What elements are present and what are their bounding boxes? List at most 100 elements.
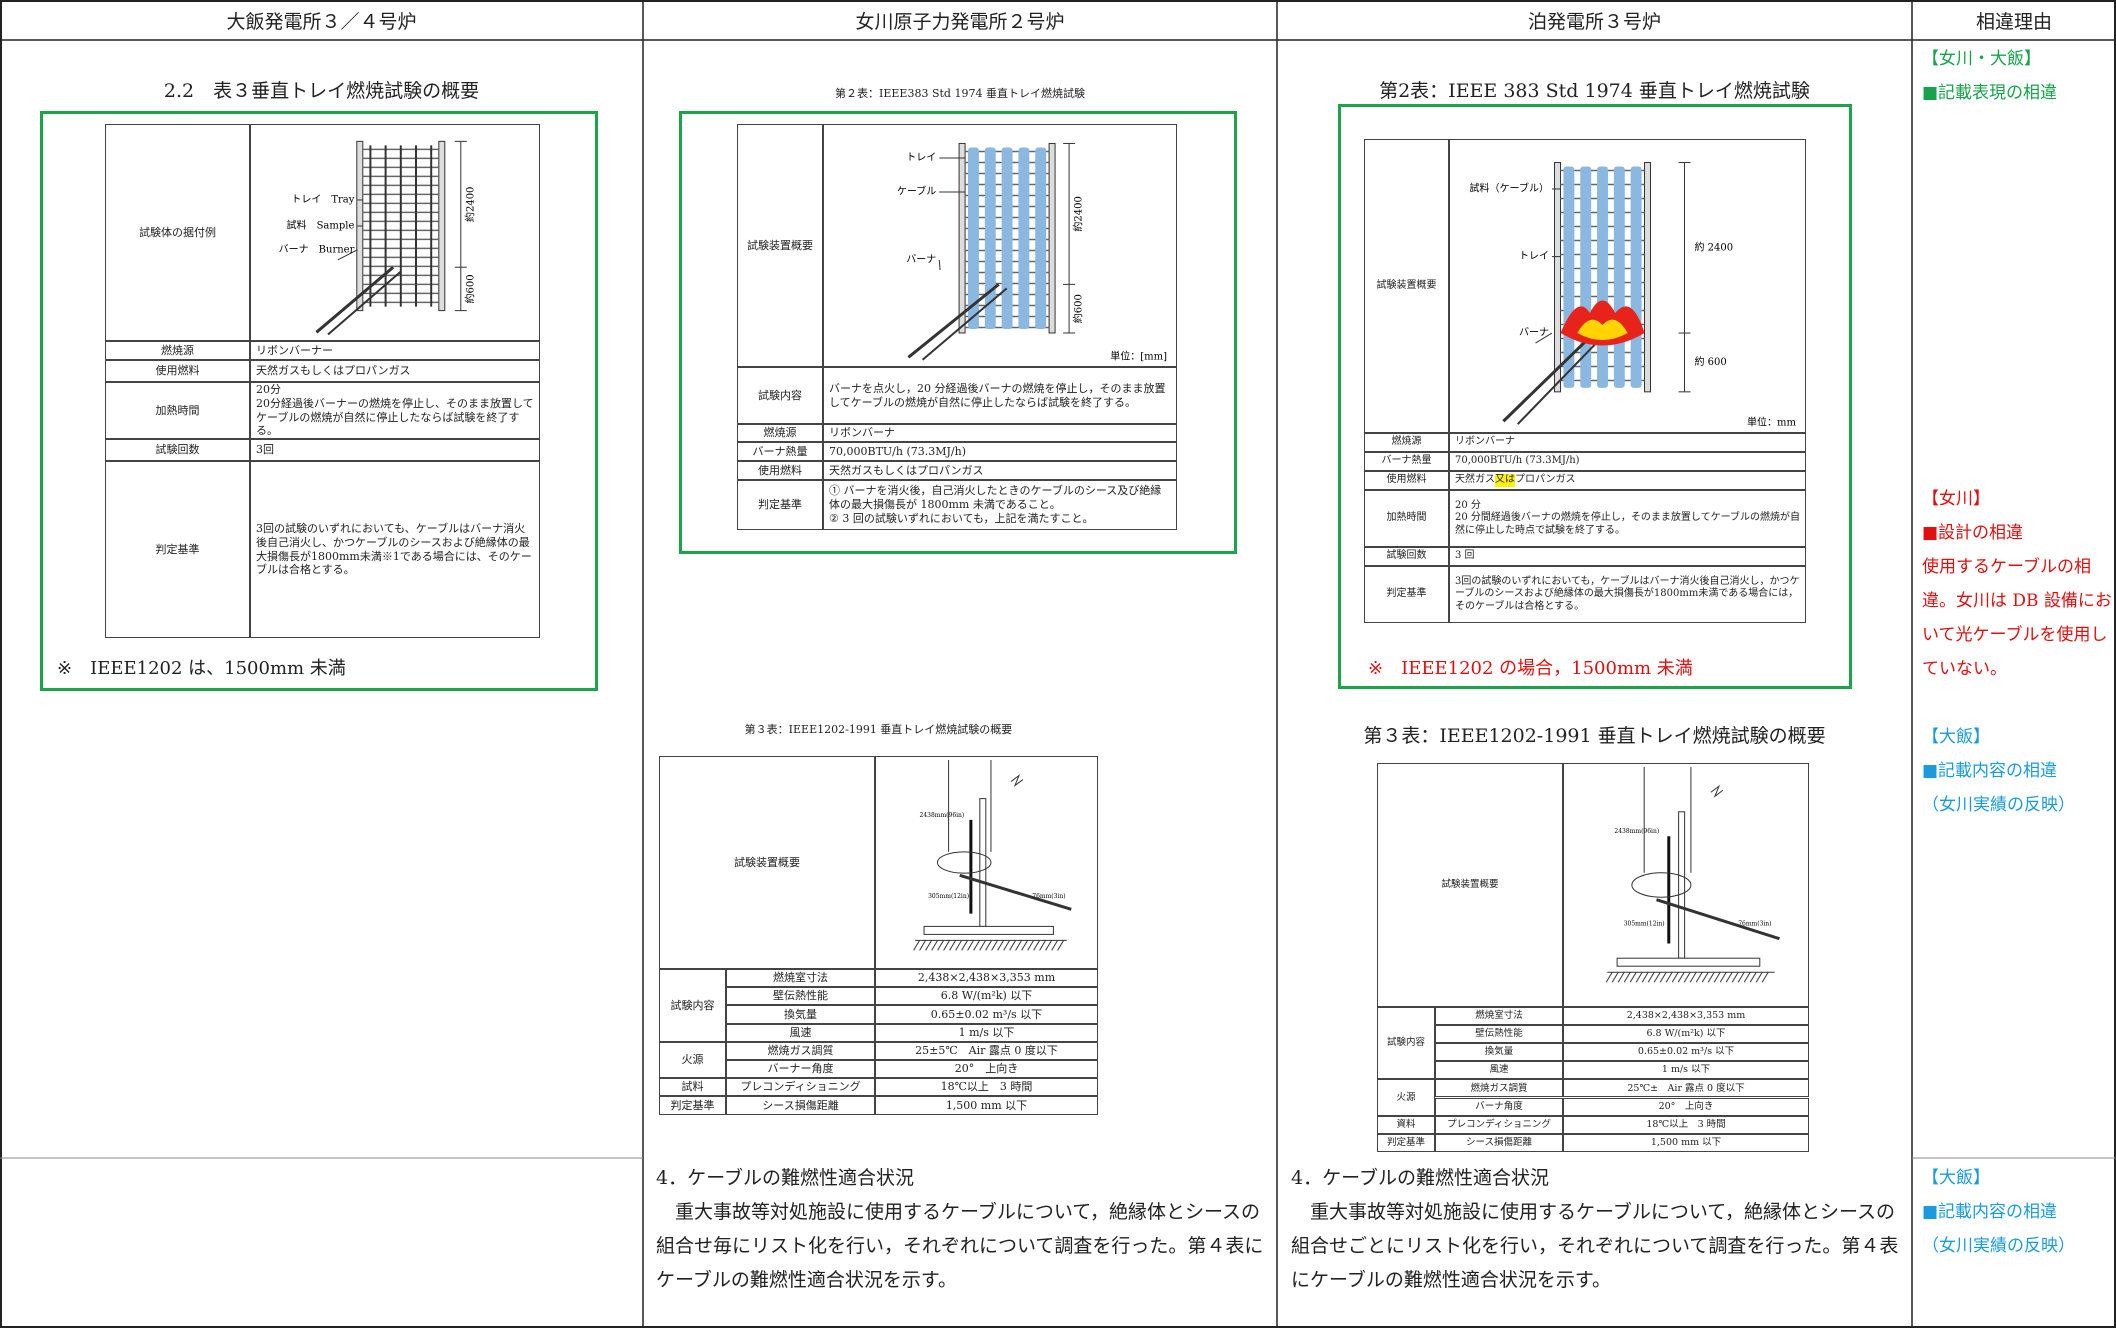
table-cell: シース損傷距離 — [1435, 1133, 1563, 1152]
reason-line: ■記載表現の相違 — [1922, 83, 2058, 103]
dimension-label: 305mm(12in) — [928, 893, 969, 900]
table-cell: 3回 — [250, 439, 540, 461]
table-cell: 壁伝熱性能 — [1435, 1025, 1563, 1044]
row-text: 3回の試験のいずれにおいても、ケーブルはバーナ消火後自己消火し、かつケーブルのシ… — [256, 522, 532, 577]
table-cell: 燃焼源 — [737, 424, 823, 442]
item-label: 燃焼ガス調質 — [1470, 1082, 1528, 1094]
table-cell: 天然ガス 又は プロパンガス — [1449, 471, 1806, 490]
row-label: 判定基準 — [155, 542, 200, 556]
table-cell: 燃焼室寸法 — [1435, 1007, 1563, 1026]
cable — [984, 147, 996, 329]
row-text: 20分 20分経過後バーナーの燃焼を停止し、そのまま放置してケーブルの燃焼が自然… — [256, 383, 534, 438]
dimension-label: 305mm(12in) — [1624, 921, 1665, 928]
table-cell: 使用燃料 — [1364, 471, 1449, 490]
table-cell: 判定基準 — [659, 1096, 726, 1115]
hatch — [991, 940, 999, 951]
hatch — [1677, 971, 1685, 983]
hatch — [1647, 971, 1655, 983]
callout: 試料 Sample — [287, 218, 355, 231]
table-cell: 3回の試験のいずれにおいても、ケーブルはバーナ消火後自己消火し、かつケーブルのシ… — [250, 461, 540, 638]
row-label: 試験体の据付例 — [139, 225, 216, 239]
table-cell: 試験内容 — [737, 367, 823, 424]
cable — [1035, 147, 1047, 329]
dimension-label: 約600 — [1072, 294, 1085, 323]
table-cell: 天然ガスもしくはプロパンガス — [250, 360, 540, 382]
unit-label: 単位：mm — [1747, 416, 1796, 429]
hatch — [1653, 971, 1661, 983]
hatch — [1689, 971, 1697, 983]
row-text: リボンバーナ — [1455, 436, 1515, 448]
section-body: 重大事故等対処施設に使用するケーブルについて，絶縁体とシースの組合せごとにリスト… — [1291, 1201, 1899, 1291]
reason-line: （女川実績の反映） — [1922, 795, 2075, 815]
section-body: 重大事故等対処施設に使用するケーブルについて，絶縁体とシースの組合せ毎にリスト化… — [656, 1201, 1264, 1291]
section-heading: 4．ケーブルの難燃性適合状況 — [656, 1167, 914, 1189]
item-value: 2,438×2,438×3,353 mm — [917, 971, 1056, 985]
table-cell: 25±5℃ Air 露点 0 度以下 — [875, 1041, 1098, 1060]
highlight-box — [1338, 104, 1852, 689]
table-caption: 第３表：IEEE1202-1991 垂直トレイ燃焼試験の概要 — [1363, 725, 1826, 747]
cable — [1018, 147, 1030, 329]
hatch — [931, 940, 939, 951]
row-text: 天然ガスもしくはプロパンガス — [256, 364, 411, 378]
callout: ケーブル — [897, 185, 936, 198]
column-header: 大飯発電所３／４号炉 — [226, 10, 417, 33]
table-cell: 25℃± Air 露点 0 度以下 — [1563, 1079, 1809, 1098]
table-cell: 2,438×2,438×3,353 mm — [1563, 1007, 1809, 1026]
table-cell: バーナ熱量 — [737, 442, 823, 461]
burner — [1656, 898, 1780, 941]
item-label: 風速 — [789, 1025, 812, 1039]
table-title: 2.2 表３垂直トレイ燃焼試験の概要 — [163, 80, 480, 102]
hatch — [943, 940, 951, 951]
leader — [938, 260, 941, 271]
table-cell: 壁伝熱性能 — [726, 987, 875, 1006]
table-cell: 6.8 W/(m²k) 以下 — [875, 987, 1098, 1006]
table-cell: 換気量 — [726, 1005, 875, 1024]
item-label: 換気量 — [784, 1007, 817, 1021]
hatch — [1015, 940, 1023, 951]
hatch — [1623, 971, 1631, 983]
table-cell: 20° 上向き — [875, 1060, 1098, 1079]
dimension-label: 76mm(3in) — [1032, 893, 1065, 900]
row-text: 70,000BTU/h (73.3MJ/h) — [1455, 455, 1580, 467]
table-cell: 試験装置概要 — [1364, 139, 1449, 433]
item-label: 換気量 — [1484, 1046, 1514, 1058]
hatch — [1743, 971, 1751, 983]
item-value: 6.8 W/(m²k) 以下 — [940, 989, 1033, 1003]
reason-block: 【女川】 ■設計の相違 使用するケーブルの相違。女川は DB 設備において光ケーブル… — [1922, 482, 2112, 686]
table-cell: 加熱時間 — [1364, 490, 1449, 547]
table-cell: 試験装置概要 — [659, 756, 875, 969]
reason-line: （女川実績の反映） — [1922, 1236, 2075, 1256]
item-value: 25±5℃ Air 露点 0 度以下 — [915, 1044, 1058, 1058]
item-value: 1,500 mm 以下 — [1650, 1136, 1722, 1148]
reason-line: ■設計の相違 — [1922, 523, 2024, 543]
row-label: バーナ熱量 — [752, 444, 808, 458]
hatch — [1695, 971, 1703, 983]
table-cell: 1,500 mm 以下 — [875, 1096, 1098, 1115]
table-cell: 6.8 W/(m²k) 以下 — [1563, 1025, 1809, 1044]
table-cell: 天然ガスもしくはプロパンガス — [823, 461, 1177, 480]
table-cell: 3回の試験のいずれにおいても，ケーブルはバーナ消火後自己消火し，かつケーブルのシ… — [1449, 566, 1806, 623]
table-cell — [875, 756, 1098, 969]
dimension-label: 76mm(3in) — [1738, 921, 1771, 928]
group-label: 判定基準 — [670, 1098, 715, 1112]
hatch — [1629, 971, 1637, 983]
callout: トレイ — [906, 153, 936, 164]
item-label: バーナー角度 — [767, 1062, 834, 1076]
item-label: 壁伝熱性能 — [1475, 1028, 1523, 1040]
tray-rail — [1644, 162, 1652, 393]
item-value: 1,500 mm 以下 — [945, 1098, 1028, 1112]
table-cell: 試験装置概要 — [737, 124, 823, 367]
item-label: シース損傷距離 — [762, 1098, 839, 1112]
row-label: 試験回数 — [1386, 550, 1427, 562]
table-cell: 風速 — [726, 1023, 875, 1042]
hatch — [1755, 971, 1763, 983]
item-value: 2,438×2,438×3,353 mm — [1626, 1010, 1746, 1022]
hatch — [1021, 940, 1029, 951]
burner-hood — [1631, 872, 1692, 898]
row-label: 燃焼源 — [763, 426, 797, 440]
break-mark — [1010, 774, 1024, 788]
row-text: 70,000BTU/h (73.3MJ/h) — [829, 444, 967, 458]
table-cell: リボンバーナー — [250, 341, 540, 360]
hatch — [955, 940, 963, 951]
